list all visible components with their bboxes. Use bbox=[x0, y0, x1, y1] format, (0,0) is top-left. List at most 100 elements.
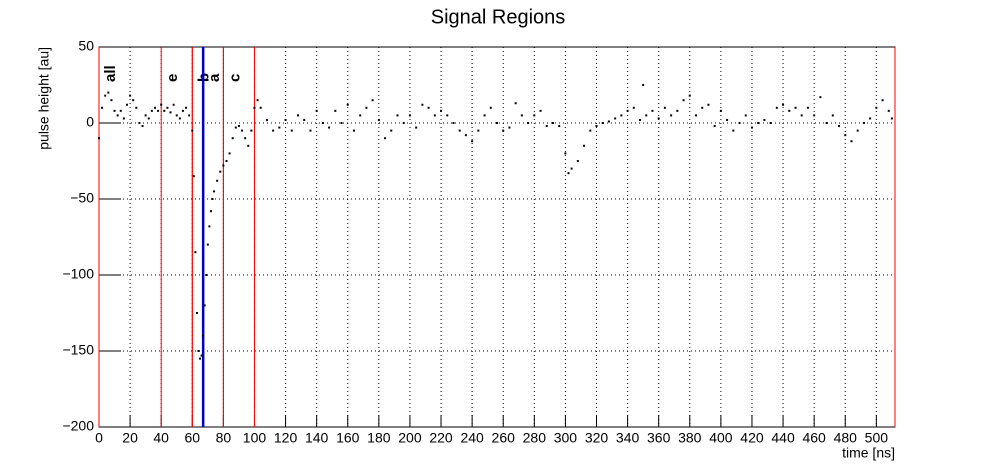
x-axis-label: time [ns] bbox=[842, 445, 895, 461]
data-point bbox=[377, 118, 380, 121]
region-label: all bbox=[102, 65, 119, 82]
data-point bbox=[396, 114, 399, 117]
data-point bbox=[178, 117, 181, 120]
data-point bbox=[113, 109, 116, 112]
x-tick-label: 20 bbox=[122, 430, 138, 446]
data-point bbox=[483, 114, 486, 117]
data-point bbox=[328, 126, 331, 129]
data-point bbox=[508, 126, 511, 129]
data-point bbox=[701, 106, 704, 109]
data-point bbox=[452, 122, 455, 124]
data-point bbox=[219, 170, 222, 173]
data-point bbox=[185, 106, 188, 109]
data-point bbox=[850, 140, 853, 143]
data-point bbox=[887, 109, 890, 112]
data-point bbox=[160, 103, 163, 106]
y-axis-label: pulse height [au] bbox=[36, 47, 52, 150]
data-point bbox=[688, 94, 691, 97]
x-tick-label: 320 bbox=[585, 430, 609, 446]
data-point bbox=[334, 109, 337, 112]
region-label: c bbox=[226, 74, 243, 82]
data-point bbox=[129, 94, 132, 97]
x-tick-label: 100 bbox=[243, 430, 267, 446]
data-point bbox=[831, 114, 834, 117]
data-point bbox=[415, 126, 418, 129]
data-point bbox=[844, 134, 847, 137]
data-point bbox=[200, 354, 203, 357]
data-point bbox=[769, 122, 772, 124]
data-point bbox=[110, 99, 113, 102]
data-point bbox=[838, 125, 841, 128]
data-point bbox=[757, 122, 760, 124]
data-point bbox=[813, 114, 816, 117]
data-point bbox=[806, 106, 809, 109]
data-point bbox=[188, 114, 191, 117]
data-point bbox=[595, 125, 598, 128]
data-point bbox=[222, 164, 225, 167]
data-point bbox=[670, 114, 673, 117]
data-point bbox=[607, 120, 610, 123]
data-point bbox=[645, 114, 648, 117]
data-point bbox=[309, 129, 312, 132]
data-point bbox=[175, 114, 178, 117]
y-tick-label: −100 bbox=[62, 266, 94, 282]
data-point bbox=[570, 167, 573, 170]
data-point bbox=[496, 122, 498, 124]
data-point bbox=[194, 251, 197, 254]
data-point bbox=[371, 99, 374, 102]
x-tick-label: 460 bbox=[802, 430, 826, 446]
data-point bbox=[558, 125, 561, 128]
data-point bbox=[567, 172, 570, 175]
data-point bbox=[104, 94, 107, 97]
data-point bbox=[862, 122, 865, 124]
data-point bbox=[427, 106, 430, 109]
x-tick-label: 120 bbox=[274, 430, 298, 446]
x-tick-label: 140 bbox=[305, 430, 329, 446]
x-tick-label: 60 bbox=[184, 430, 200, 446]
data-point bbox=[244, 137, 247, 140]
x-tick-label: 200 bbox=[398, 430, 422, 446]
data-point bbox=[209, 210, 212, 213]
data-point bbox=[231, 137, 234, 140]
data-point bbox=[157, 109, 160, 112]
x-tick-label: 0 bbox=[95, 430, 103, 446]
data-point bbox=[365, 106, 368, 109]
data-point bbox=[477, 129, 480, 132]
x-tick-label: 480 bbox=[834, 430, 858, 446]
data-point bbox=[651, 109, 654, 112]
data-point bbox=[539, 109, 542, 112]
data-point bbox=[744, 114, 747, 117]
data-point bbox=[856, 129, 859, 132]
data-point bbox=[253, 106, 256, 109]
data-point bbox=[527, 122, 530, 124]
data-point bbox=[237, 125, 240, 128]
data-point bbox=[315, 109, 318, 112]
data-point bbox=[297, 114, 299, 117]
data-point bbox=[875, 106, 878, 109]
data-point bbox=[732, 129, 735, 132]
data-point bbox=[520, 114, 523, 117]
data-point bbox=[321, 122, 324, 124]
data-point bbox=[172, 103, 175, 106]
data-point bbox=[228, 152, 231, 155]
x-tick-label: 360 bbox=[647, 430, 671, 446]
region-label: a bbox=[206, 73, 223, 82]
x-tick-label: 300 bbox=[554, 430, 578, 446]
data-point bbox=[657, 117, 660, 120]
data-point bbox=[265, 118, 268, 121]
data-point bbox=[514, 102, 517, 105]
data-point bbox=[719, 109, 722, 112]
data-point bbox=[632, 106, 635, 109]
data-point bbox=[284, 118, 287, 121]
data-point bbox=[202, 334, 205, 337]
data-point bbox=[150, 109, 153, 112]
data-point bbox=[199, 357, 202, 360]
region-label: e bbox=[164, 74, 181, 82]
data-point bbox=[166, 106, 169, 109]
data-point bbox=[98, 137, 100, 140]
data-point bbox=[153, 106, 156, 109]
data-point bbox=[147, 117, 150, 120]
data-point bbox=[303, 118, 306, 121]
data-point bbox=[564, 152, 567, 155]
data-point bbox=[340, 122, 343, 124]
